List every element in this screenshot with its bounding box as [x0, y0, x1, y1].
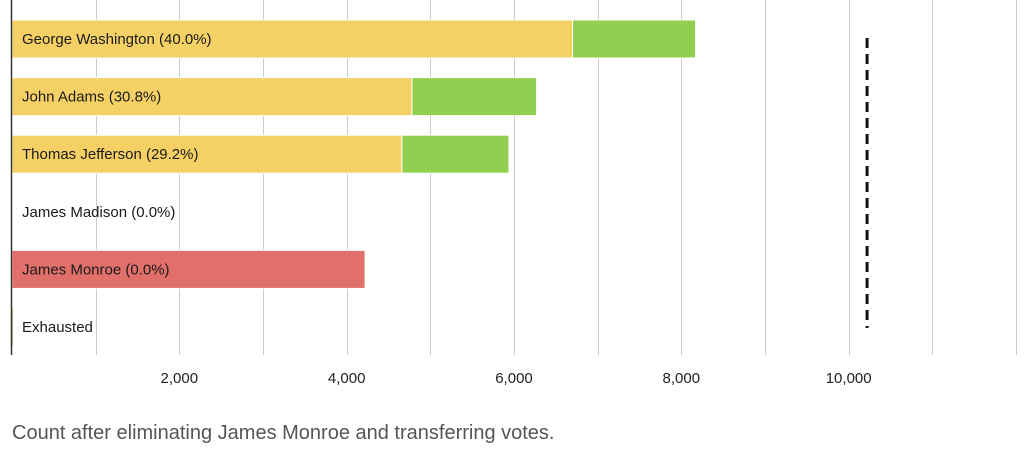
- bar-retained-0: [11, 19, 574, 59]
- x-tick-label-1: 4,000: [328, 370, 366, 387]
- x-tick-label-3: 8,000: [663, 370, 701, 387]
- gridlines: [96, 0, 1017, 355]
- bar-label-5: Exhausted: [22, 319, 93, 336]
- bar-label-1: John Adams (30.8%): [22, 89, 161, 106]
- bar-label-0: George Washington (40.0%): [22, 31, 212, 48]
- x-tick-label-4: 10,000: [826, 370, 872, 387]
- x-tick-label-2: 6,000: [495, 370, 533, 387]
- bar-label-3: James Madison (0.0%): [22, 204, 175, 221]
- bar-transferred_in-0: [572, 19, 697, 59]
- bar-retained-1: [11, 77, 413, 117]
- bar-label-2: Thomas Jefferson (29.2%): [22, 146, 198, 163]
- bar-transferred_in-1: [411, 77, 538, 117]
- bars: [11, 19, 697, 347]
- chart-caption: Count after eliminating James Monroe and…: [12, 422, 555, 444]
- tick-labels: 2,000 4,000 6,000 8,000 10,000: [161, 370, 872, 387]
- bar-labels: George Washington (40.0%) John Adams (30.…: [22, 31, 212, 336]
- bar-eliminated-4: [11, 249, 366, 289]
- bar-label-4: James Monroe (0.0%): [22, 261, 170, 278]
- bar-retained-2: [11, 134, 403, 174]
- x-tick-label-0: 2,000: [161, 370, 199, 387]
- chart: George Washington (40.0%) John Adams (30.…: [10, 0, 1017, 387]
- bar-transferred_in-2: [401, 134, 510, 174]
